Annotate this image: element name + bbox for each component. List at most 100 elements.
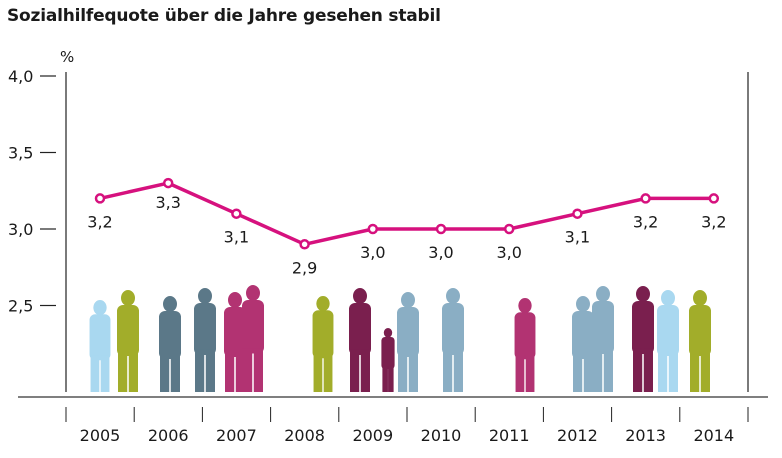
leg: [100, 355, 110, 392]
head: [518, 298, 532, 314]
head: [446, 288, 460, 304]
torso: [242, 300, 264, 354]
leg: [118, 350, 128, 392]
torso: [397, 307, 419, 357]
head: [661, 290, 675, 306]
leg: [388, 365, 394, 392]
head: [596, 286, 610, 302]
x-tick-label: 2014: [693, 426, 734, 445]
torso: [572, 311, 594, 359]
leg: [573, 354, 583, 392]
chart-title: Sozialhilfequote über die Jahre gesehen …: [7, 6, 441, 26]
torso: [117, 305, 139, 356]
head: [576, 296, 590, 312]
leg: [90, 355, 100, 392]
data-point: [367, 223, 379, 235]
head: [383, 328, 393, 338]
torso: [514, 312, 536, 360]
leg: [235, 352, 245, 392]
x-tick-label: 2012: [557, 426, 598, 445]
leg: [170, 354, 180, 392]
data-point: [640, 193, 651, 204]
data-point: [162, 177, 174, 189]
leg: [313, 353, 323, 392]
data-label: 3,1: [224, 228, 249, 247]
leg: [453, 349, 463, 392]
head: [163, 296, 177, 312]
y-axis-unit-label: %: [60, 48, 74, 66]
data-line: [99, 181, 714, 247]
person-silhouette-icon: [159, 296, 181, 392]
leg: [360, 349, 370, 392]
x-tick-label: 2009: [352, 426, 393, 445]
leg: [408, 352, 418, 392]
x-tick-label: 2010: [421, 426, 462, 445]
leg: [443, 349, 453, 392]
torso: [194, 303, 216, 355]
person-silhouette-icon: [572, 296, 594, 392]
person-silhouette-icon: [194, 288, 216, 392]
data-point: [299, 239, 310, 250]
torso: [349, 303, 371, 355]
data-point: [503, 223, 515, 235]
torso: [89, 314, 111, 361]
person-silhouette-icon: [592, 286, 614, 392]
x-tick-label: 2011: [489, 426, 530, 445]
person-silhouette-icon: [657, 290, 679, 392]
torso: [224, 307, 246, 357]
torso: [159, 311, 181, 359]
data-point: [231, 208, 242, 219]
leg: [382, 365, 388, 392]
leg: [690, 350, 700, 392]
leg: [643, 348, 653, 392]
data-label: 3,0: [360, 243, 385, 262]
head: [693, 290, 707, 306]
people-silhouettes: [89, 285, 711, 392]
leg: [253, 348, 263, 392]
person-silhouette-icon: [442, 288, 464, 392]
leg: [593, 348, 603, 392]
leg: [398, 352, 408, 392]
torso: [592, 301, 614, 354]
leg: [128, 350, 138, 392]
data-label: 3,1: [565, 228, 590, 247]
leg: [515, 354, 525, 392]
data-point: [708, 193, 720, 204]
data-point: [435, 223, 447, 235]
person-silhouette-icon: [514, 298, 536, 392]
person-silhouette-icon: [632, 286, 654, 392]
leg: [525, 354, 535, 392]
person-silhouette-icon: [224, 292, 246, 392]
leg: [205, 349, 215, 392]
data-label: 3,2: [87, 212, 112, 231]
head: [198, 288, 212, 304]
x-tick-label: 2008: [284, 426, 325, 445]
person-silhouette-icon: [117, 290, 139, 392]
leg: [603, 348, 613, 392]
leg: [700, 350, 710, 392]
leg: [160, 354, 170, 392]
leg: [323, 353, 333, 392]
torso: [381, 337, 395, 369]
leg: [350, 349, 360, 392]
leg: [195, 349, 205, 392]
data-label: 2,9: [292, 258, 317, 277]
leg: [583, 354, 593, 392]
person-silhouette-icon: [397, 292, 419, 392]
leg: [658, 350, 668, 392]
data-label: 3,2: [701, 212, 726, 231]
torso: [312, 310, 334, 359]
y-tick-label: 2,5: [8, 297, 33, 316]
y-tick-label: 4,0: [8, 67, 33, 86]
head: [228, 292, 242, 308]
data-label: 3,2: [633, 212, 658, 231]
data-point: [572, 208, 583, 219]
person-silhouette-icon: [312, 296, 334, 392]
torso: [689, 305, 711, 356]
x-tick-label: 2005: [80, 426, 121, 445]
data-point: [94, 193, 106, 204]
y-tick-label: 3,5: [8, 144, 33, 163]
x-tick-label: 2006: [148, 426, 189, 445]
person-silhouette-icon: [242, 285, 264, 392]
